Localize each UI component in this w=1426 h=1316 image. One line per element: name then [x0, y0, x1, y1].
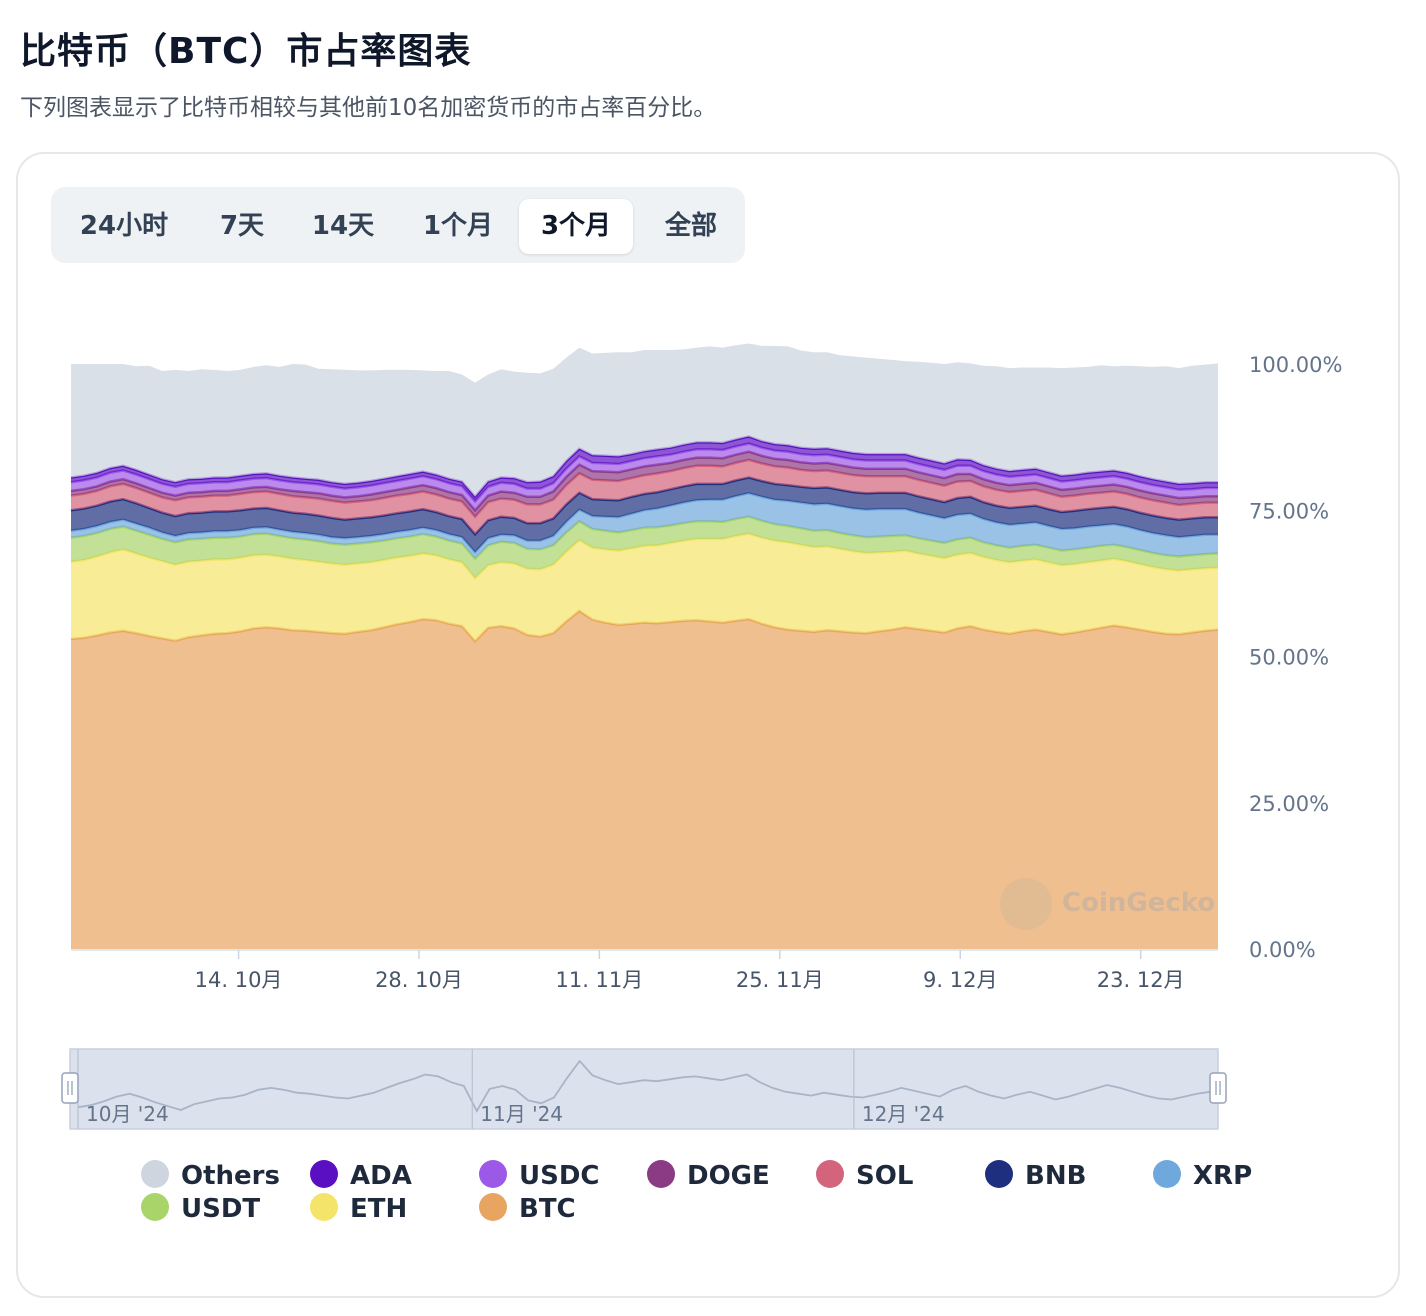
area-xrp[interactable] — [71, 493, 1218, 559]
y-axis: 100.00% 75.00% 50.00% 25.00% 0.00% — [1249, 353, 1342, 962]
y-tick-label: 50.00% — [1249, 646, 1329, 670]
legend-swatch-icon — [647, 1159, 675, 1188]
range-navigator: 10月 '24 11月 '24 12月 '24 — [61, 1048, 1227, 1130]
x-tick-label: 9. 12月 — [923, 968, 997, 992]
legend-swatch-icon — [141, 1159, 169, 1188]
area-usdt[interactable] — [71, 516, 1218, 579]
area-eth[interactable] — [71, 533, 1218, 642]
legend-item-others[interactable]: Others — [141, 1159, 280, 1191]
legend-item-bnb[interactable]: BNB — [985, 1159, 1087, 1191]
area-others[interactable] — [71, 343, 1218, 497]
navigator-label: 12月 '24 — [862, 1102, 945, 1126]
tab-1m[interactable]: 1个月 — [422, 211, 494, 241]
legend-swatch-icon — [816, 1159, 844, 1188]
x-tick-label: 28. 10月 — [375, 968, 463, 992]
legend-label: BNB — [1025, 1161, 1087, 1191]
navigator-handle-left[interactable] — [61, 1072, 79, 1104]
legend-swatch-icon — [985, 1159, 1013, 1188]
legend-swatch-icon — [141, 1192, 169, 1221]
tab-3m[interactable]: 3个月 — [519, 199, 633, 254]
tab-24h[interactable]: 24小时 — [79, 211, 169, 241]
area-ada[interactable] — [71, 436, 1218, 502]
legend-label: SOL — [856, 1161, 914, 1191]
legend-item-ada[interactable]: ADA — [310, 1159, 412, 1191]
area-usdc[interactable] — [71, 443, 1218, 511]
plot-area — [70, 343, 1219, 949]
time-range-tabs: 24小时 7天 14天 1个月 3个月 全部 — [51, 187, 745, 263]
watermark-text: CoinGecko — [1062, 888, 1216, 918]
area-btc[interactable] — [71, 610, 1218, 949]
x-axis: 14. 10月 28. 10月 11. 11月 25. 11月 9. 12月 23. 12… — [71, 949, 1218, 992]
x-tick-label: 14. 10月 — [195, 968, 283, 992]
legend-label: USDC — [519, 1161, 600, 1191]
navigator-mask[interactable] — [69, 1048, 1219, 1130]
area-bnb[interactable] — [71, 477, 1218, 553]
legend-swatch-icon — [310, 1159, 338, 1188]
legend-item-eth[interactable]: ETH — [310, 1192, 408, 1224]
legend-swatch-icon — [1153, 1159, 1181, 1188]
tab-all[interactable]: 全部 — [664, 211, 717, 241]
area-doge[interactable] — [71, 451, 1218, 517]
legend-item-btc[interactable]: BTC — [479, 1192, 576, 1224]
page-subtitle: 下列图表显示了比特币相较与其他前10名加密货币的市占率百分比。 — [20, 95, 717, 121]
y-tick-label: 75.00% — [1249, 499, 1329, 523]
navigator-label: 10月 '24 — [86, 1102, 169, 1126]
page-title: 比特币（BTC）市占率图表 — [20, 31, 472, 72]
legend-item-usdt[interactable]: USDT — [141, 1192, 261, 1224]
y-tick-label: 0.00% — [1249, 938, 1316, 962]
legend-swatch-icon — [479, 1192, 507, 1221]
legend-item-xrp[interactable]: XRP — [1153, 1159, 1253, 1191]
legend-label: XRP — [1193, 1161, 1253, 1191]
y-tick-label: 25.00% — [1249, 792, 1329, 816]
navigator-series-line — [77, 1059, 1211, 1113]
gecko-logo-icon — [1000, 878, 1052, 930]
legend-item-usdc[interactable]: USDC — [479, 1159, 600, 1191]
legend-swatch-icon — [310, 1192, 338, 1221]
legend-label: Others — [181, 1161, 280, 1191]
legend-label: USDT — [181, 1194, 261, 1224]
area-sol[interactable] — [71, 459, 1218, 535]
legend-label: ADA — [350, 1161, 412, 1191]
y-tick-label: 100.00% — [1249, 353, 1342, 377]
navigator-handle-right[interactable] — [1209, 1072, 1227, 1104]
legend-item-doge[interactable]: DOGE — [647, 1159, 770, 1191]
x-tick-label: 11. 11月 — [555, 968, 643, 992]
legend-label: ETH — [350, 1194, 408, 1224]
legend-item-sol[interactable]: SOL — [816, 1159, 914, 1191]
tab-7d[interactable]: 7天 — [219, 211, 265, 241]
x-tick-label: 25. 11月 — [736, 968, 824, 992]
legend-swatch-icon — [479, 1159, 507, 1188]
legend-label: BTC — [519, 1194, 576, 1224]
tab-14d[interactable]: 14天 — [311, 211, 375, 241]
navigator-label: 11月 '24 — [480, 1102, 563, 1126]
x-tick-label: 23. 12月 — [1097, 968, 1185, 992]
legend-label: DOGE — [687, 1161, 770, 1191]
